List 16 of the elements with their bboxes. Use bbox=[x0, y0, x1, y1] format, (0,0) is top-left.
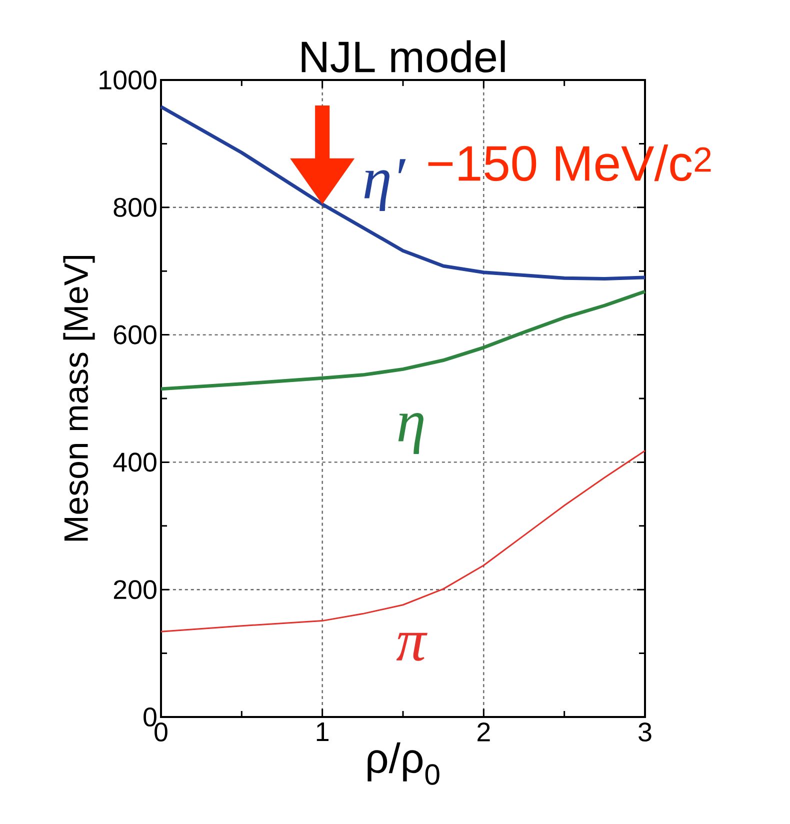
y-tick-label: 800 bbox=[114, 198, 156, 217]
x-axis-title: ρ/ρ$_{0}$ bbox=[368, 742, 440, 785]
y-tick-label: 400 bbox=[113, 452, 156, 472]
series-label: η′ bbox=[364, 159, 406, 212]
x-tick-label: 2 bbox=[478, 722, 490, 742]
x-tick-label: 3 bbox=[638, 722, 652, 742]
line-series bbox=[159, 290, 647, 391]
x-tick-label: 1 bbox=[316, 722, 329, 742]
y-tick-label: 600 bbox=[114, 325, 156, 344]
y-axis-title: Meson mass [MeV] bbox=[63, 256, 95, 541]
chart-title: NJL model bbox=[302, 40, 505, 72]
series-label: π bbox=[396, 632, 428, 661]
y-tick-label: 0 bbox=[144, 707, 156, 727]
y-tick-label: 1000 bbox=[100, 70, 156, 90]
series-label: η bbox=[398, 413, 424, 454]
y-tick-label: 200 bbox=[114, 580, 156, 600]
